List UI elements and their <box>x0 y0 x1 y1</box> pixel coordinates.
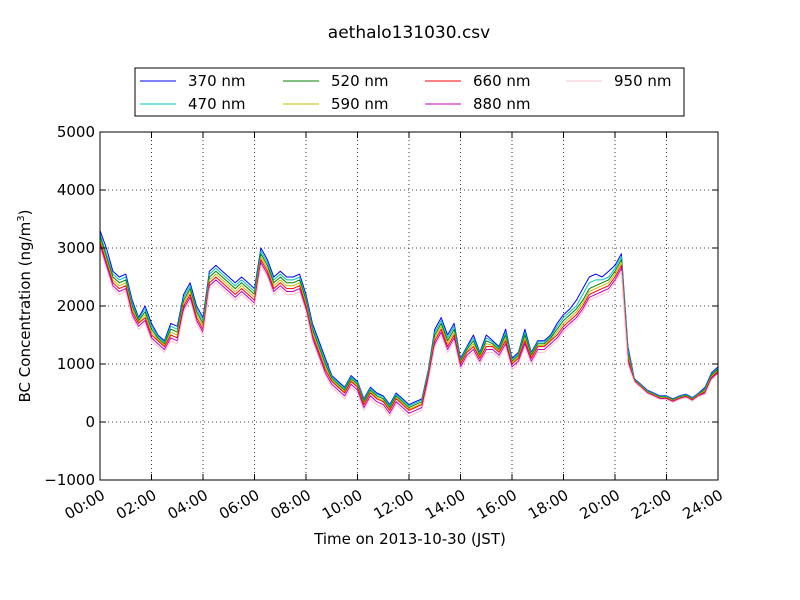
y-tick-label: 2000 <box>57 297 95 315</box>
y-tick-labels: −1000 0 1000 2000 3000 4000 5000 <box>44 123 95 489</box>
x-axis-label: Time on 2013-10-30 (JST) <box>313 530 506 548</box>
y-tick-label: 1000 <box>57 355 95 373</box>
grid <box>100 132 718 480</box>
legend-label: 880 nm <box>473 95 531 113</box>
y-tick-label: −1000 <box>44 471 95 489</box>
y-axis-label-main: BC Concentration (ng/m <box>16 222 34 403</box>
y-tick-label: 0 <box>85 413 95 431</box>
legend: 370 nm 470 nm 520 nm 590 nm 660 nm 880 nm 950 … <box>134 67 685 117</box>
y-tick-label: 5000 <box>57 123 95 141</box>
legend-label: 470 nm <box>188 95 246 113</box>
y-axis-label-close: ) <box>16 210 34 216</box>
y-tick-label: 3000 <box>57 239 95 257</box>
legend-frame <box>134 67 685 117</box>
legend-label: 950 nm <box>614 72 672 90</box>
plot-lines <box>99 230 719 417</box>
legend-label: 590 nm <box>331 95 389 113</box>
y-axis-label-sup: 3 <box>16 215 27 221</box>
legend-label: 520 nm <box>331 72 389 90</box>
legend-label: 660 nm <box>473 72 531 90</box>
ticks <box>99 131 719 481</box>
chart-title: aethalo131030.csv <box>328 23 490 43</box>
y-tick-label: 4000 <box>57 181 95 199</box>
legend-label: 370 nm <box>188 72 246 90</box>
y-axis-label: BC Concentration (ng/m3) <box>16 210 34 403</box>
series-line-950-nm <box>99 247 719 417</box>
